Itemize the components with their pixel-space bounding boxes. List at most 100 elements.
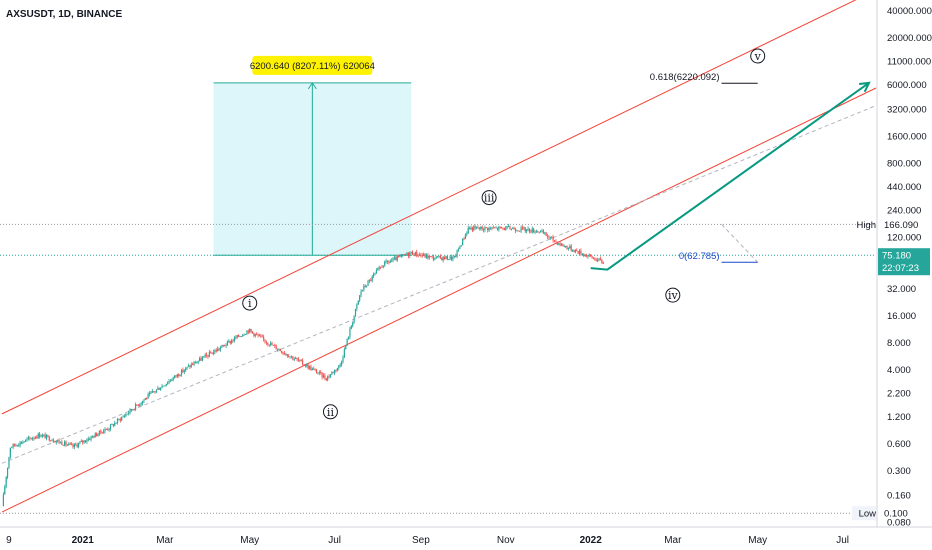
candle-body — [55, 441, 57, 443]
candle-body — [581, 253, 583, 255]
candle-body — [502, 228, 504, 229]
candle-body — [154, 391, 156, 393]
candle-body — [215, 350, 217, 352]
candle-body — [168, 380, 170, 383]
candle-body — [445, 256, 447, 259]
candle-body — [570, 246, 572, 251]
candle-body — [576, 249, 578, 252]
candle-body — [473, 226, 475, 231]
candle-body — [288, 355, 290, 358]
candle-body — [58, 440, 60, 443]
x-tick-label: Sep — [412, 535, 430, 546]
candle-body — [101, 432, 103, 434]
candle-body — [109, 424, 112, 430]
candle-body — [371, 276, 373, 281]
candle-body — [467, 227, 469, 233]
candle-body — [118, 419, 120, 420]
candle-body — [364, 285, 366, 287]
y-tick-label: 800.000 — [887, 159, 921, 170]
candle-body — [360, 291, 362, 296]
candle-body — [396, 256, 398, 261]
candle-body — [527, 228, 529, 230]
candle-body — [506, 226, 508, 227]
candle-body — [572, 250, 574, 251]
candle-body — [112, 424, 114, 426]
candle-body — [503, 228, 506, 230]
candle-body — [289, 356, 291, 358]
candle-body — [242, 334, 244, 337]
candle-body — [173, 375, 176, 378]
candle-body — [382, 265, 384, 268]
candle-body — [61, 441, 63, 445]
candle-body — [233, 337, 236, 341]
wave-label-v[interactable]: v — [750, 48, 766, 64]
candle-body — [599, 258, 602, 260]
candle-body — [72, 444, 74, 448]
projection-path[interactable] — [590, 82, 870, 271]
candle-body — [456, 250, 458, 257]
candle-body — [517, 230, 519, 232]
candle-body — [347, 337, 350, 339]
candle-body — [311, 368, 313, 371]
candle-body — [205, 354, 208, 356]
channel-median-line[interactable] — [1, 105, 877, 464]
candle-body — [331, 372, 333, 375]
wave-circle — [750, 48, 766, 64]
candle-body — [297, 359, 300, 361]
candle-body — [265, 341, 268, 343]
channel-upper-line[interactable] — [1, 0, 876, 415]
candle-body — [189, 365, 191, 368]
channel-lower-line[interactable] — [1, 87, 877, 513]
wave-label-iv[interactable]: iv — [665, 287, 681, 303]
candle-body — [98, 430, 101, 435]
wave-label-i[interactable]: i — [242, 295, 258, 311]
measure-label[interactable]: 6200.640 (8207.11%) 620064 — [250, 55, 375, 75]
candle-body — [520, 227, 522, 231]
y-tick-label: 240.000 — [887, 205, 921, 216]
candle-body — [428, 256, 430, 259]
y-tick-label: 20000.000 — [887, 33, 932, 44]
candle-body — [275, 345, 277, 350]
candle-body — [158, 388, 160, 390]
y-tick-label: 6000.000 — [887, 80, 927, 91]
candle-body — [526, 229, 528, 232]
wave-label-ii[interactable]: ii — [322, 404, 338, 420]
candle-body — [411, 251, 414, 255]
candle-body — [462, 238, 464, 246]
candle-body — [221, 345, 223, 348]
candle-body — [567, 248, 570, 249]
candle-body — [523, 227, 525, 229]
candle-body — [278, 349, 280, 351]
candle-body — [492, 227, 494, 229]
candle-body — [286, 354, 288, 356]
candle-body — [434, 258, 436, 260]
candle-body — [423, 254, 425, 256]
candle-body — [161, 385, 163, 389]
candle-body — [43, 434, 45, 436]
candle-body — [475, 227, 478, 229]
candle-body — [443, 256, 446, 259]
candle-body — [135, 404, 137, 410]
candle-body — [37, 433, 39, 439]
candle-body — [26, 438, 28, 440]
candle-body — [452, 256, 454, 260]
candle-body — [217, 348, 219, 352]
candle-body — [73, 444, 75, 448]
wave-label-iii[interactable]: iii — [481, 190, 497, 206]
candle-body — [122, 416, 124, 418]
candle-body — [171, 380, 173, 382]
candle-body — [474, 226, 476, 228]
candle-body — [478, 228, 480, 230]
x-axis-ticks: 9 2021 Mar May Jul Sep Nov 2022 Mar May Jul — [6, 535, 849, 546]
candle-body — [602, 262, 604, 264]
candle-body — [51, 440, 53, 442]
candle-body — [388, 261, 390, 263]
candle-body — [258, 335, 261, 337]
candle-body — [555, 241, 557, 243]
candle-body — [4, 486, 6, 495]
candle-body — [299, 359, 301, 361]
candle-body — [178, 374, 180, 376]
candle-body — [546, 235, 549, 237]
